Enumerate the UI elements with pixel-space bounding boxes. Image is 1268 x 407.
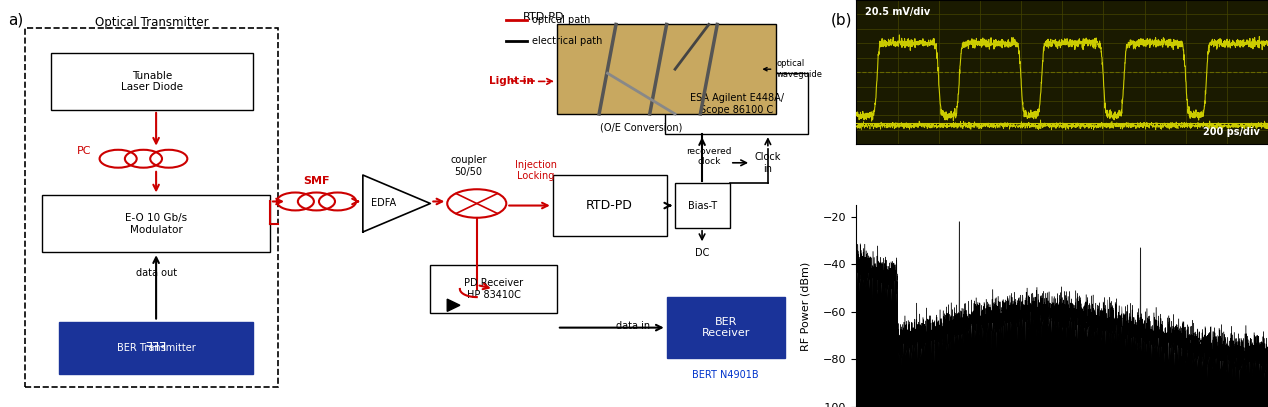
Text: RTD-PD: RTD-PD [586, 199, 633, 212]
Text: PD Receiver
HP 83410C: PD Receiver HP 83410C [464, 278, 524, 300]
FancyBboxPatch shape [675, 183, 730, 228]
Text: RTD-PD: RTD-PD [524, 12, 564, 22]
FancyBboxPatch shape [553, 175, 667, 236]
FancyBboxPatch shape [51, 53, 254, 110]
FancyBboxPatch shape [60, 322, 254, 374]
Text: Injection
Locking: Injection Locking [515, 160, 557, 181]
FancyBboxPatch shape [557, 24, 776, 114]
FancyBboxPatch shape [430, 265, 557, 313]
Text: BERT N4901B: BERT N4901B [692, 370, 760, 381]
Text: Light in: Light in [489, 77, 534, 86]
FancyBboxPatch shape [667, 297, 785, 358]
Text: DC: DC [695, 248, 709, 258]
Text: 20.5 mV/div: 20.5 mV/div [865, 7, 929, 17]
FancyBboxPatch shape [664, 73, 809, 134]
Text: E-O 10 Gb/s
Modulator: E-O 10 Gb/s Modulator [126, 213, 188, 235]
Text: recovered
clock: recovered clock [686, 147, 732, 166]
Text: ꟻꟻꟻ: ꟻꟻꟻ [146, 341, 167, 354]
Text: optical
waveguide: optical waveguide [763, 59, 823, 79]
Text: optical path: optical path [531, 15, 590, 25]
Text: (O/E Conversion): (O/E Conversion) [600, 122, 682, 132]
Text: Optical Transmitter: Optical Transmitter [95, 16, 209, 29]
Text: Tunable
Laser Diode: Tunable Laser Diode [120, 70, 183, 92]
Text: 200 ps/div: 200 ps/div [1203, 127, 1260, 137]
Y-axis label: RF Power (dBm): RF Power (dBm) [800, 261, 810, 350]
Text: a): a) [9, 12, 24, 27]
FancyBboxPatch shape [25, 28, 279, 387]
Text: BER Transmitter: BER Transmitter [117, 343, 195, 353]
FancyBboxPatch shape [42, 195, 270, 252]
Text: data in: data in [616, 321, 650, 330]
Text: coupler
50/50: coupler 50/50 [450, 155, 487, 177]
Text: electrical path: electrical path [531, 36, 602, 46]
Text: data out: data out [136, 268, 176, 278]
Text: EDFA: EDFA [372, 199, 397, 208]
Text: Clock
in: Clock in [754, 152, 781, 174]
Text: PC: PC [77, 146, 91, 155]
Polygon shape [363, 175, 430, 232]
Text: BER
Receiver: BER Receiver [701, 317, 749, 339]
Polygon shape [448, 299, 460, 311]
Text: ESA Agilent E448A/
Scope 86100 C: ESA Agilent E448A/ Scope 86100 C [690, 93, 784, 115]
Text: SMF: SMF [303, 176, 330, 186]
Text: Bias-T: Bias-T [689, 201, 716, 210]
Text: (b): (b) [831, 12, 852, 27]
